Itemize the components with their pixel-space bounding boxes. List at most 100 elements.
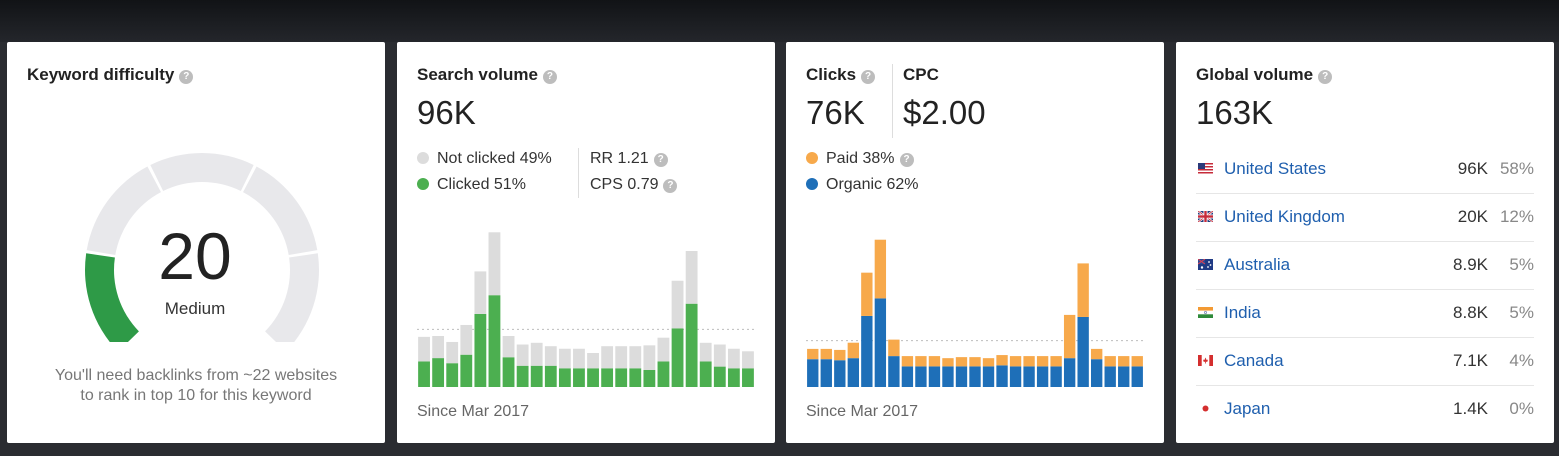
bar-not-clicked[interactable] bbox=[629, 346, 642, 369]
help-icon[interactable]: ? bbox=[899, 153, 914, 167]
bar-clicked[interactable] bbox=[587, 368, 599, 387]
bar-paid[interactable] bbox=[901, 356, 914, 367]
bar-organic[interactable] bbox=[847, 358, 859, 387]
bar-organic[interactable] bbox=[807, 359, 819, 387]
bar-not-clicked[interactable] bbox=[488, 232, 501, 296]
bar-organic[interactable] bbox=[874, 298, 887, 387]
bar-organic[interactable] bbox=[1104, 366, 1116, 387]
bar-organic[interactable] bbox=[955, 366, 968, 387]
bar-paid[interactable] bbox=[982, 358, 995, 367]
country-row[interactable]: Japan 1.4K 0% bbox=[1196, 386, 1534, 434]
bar-clicked[interactable] bbox=[558, 368, 571, 387]
bar-paid[interactable] bbox=[928, 356, 941, 367]
bar-organic[interactable] bbox=[942, 366, 954, 387]
bar-paid[interactable] bbox=[1036, 356, 1049, 367]
bar-paid[interactable] bbox=[915, 356, 927, 367]
bar-organic[interactable] bbox=[928, 366, 941, 387]
bar-not-clicked[interactable] bbox=[699, 342, 712, 362]
help-icon[interactable]: ? bbox=[542, 70, 557, 84]
country-name[interactable]: Japan bbox=[1224, 399, 1271, 418]
country-row[interactable]: United Kingdom 20K 12% bbox=[1196, 194, 1534, 242]
bar-paid[interactable] bbox=[834, 349, 846, 361]
bar-organic[interactable] bbox=[1118, 366, 1130, 387]
bar-paid[interactable] bbox=[955, 357, 968, 367]
bar-not-clicked[interactable] bbox=[474, 271, 487, 314]
bar-paid[interactable] bbox=[847, 342, 859, 359]
bar-organic[interactable] bbox=[901, 366, 914, 387]
bar-organic[interactable] bbox=[834, 360, 846, 387]
bar-clicked[interactable] bbox=[418, 361, 430, 388]
bar-paid[interactable] bbox=[1050, 356, 1062, 367]
bar-clicked[interactable] bbox=[727, 368, 740, 387]
bar-organic[interactable] bbox=[915, 366, 927, 387]
bar-clicked[interactable] bbox=[488, 295, 501, 387]
bar-clicked[interactable] bbox=[432, 358, 445, 387]
bar-paid[interactable] bbox=[820, 348, 832, 360]
bar-paid[interactable] bbox=[1091, 348, 1103, 360]
country-name[interactable]: India bbox=[1224, 303, 1261, 322]
bar-not-clicked[interactable] bbox=[516, 344, 529, 366]
bar-clicked[interactable] bbox=[671, 328, 684, 387]
bar-not-clicked[interactable] bbox=[446, 341, 459, 364]
bar-paid[interactable] bbox=[1009, 356, 1022, 367]
bar-not-clicked[interactable] bbox=[657, 337, 670, 362]
help-icon[interactable]: ? bbox=[663, 179, 678, 193]
bar-organic[interactable] bbox=[996, 365, 1008, 387]
bar-paid[interactable] bbox=[861, 272, 873, 316]
country-row[interactable]: Canada 7.1K 4% bbox=[1196, 338, 1534, 386]
bar-organic[interactable] bbox=[982, 366, 995, 387]
bar-paid[interactable] bbox=[807, 348, 819, 360]
bar-clicked[interactable] bbox=[446, 363, 459, 387]
bar-paid[interactable] bbox=[1104, 356, 1116, 367]
bar-organic[interactable] bbox=[888, 356, 900, 387]
bar-organic[interactable] bbox=[1036, 366, 1049, 387]
bar-paid[interactable] bbox=[888, 339, 900, 357]
bar-not-clicked[interactable] bbox=[460, 324, 473, 355]
bar-not-clicked[interactable] bbox=[432, 336, 445, 359]
country-row[interactable]: Australia 8.9K 5% bbox=[1196, 242, 1534, 290]
bar-paid[interactable] bbox=[874, 239, 887, 299]
bar-not-clicked[interactable] bbox=[587, 353, 599, 369]
bar-not-clicked[interactable] bbox=[615, 346, 628, 369]
bar-clicked[interactable] bbox=[502, 357, 515, 387]
bar-organic[interactable] bbox=[1131, 366, 1143, 387]
bar-not-clicked[interactable] bbox=[671, 280, 684, 329]
bar-clicked[interactable] bbox=[685, 303, 698, 387]
bar-organic[interactable] bbox=[1091, 359, 1103, 387]
bar-clicked[interactable] bbox=[601, 368, 614, 387]
bar-not-clicked[interactable] bbox=[530, 342, 543, 366]
country-row[interactable]: India 8.8K 5% bbox=[1196, 290, 1534, 338]
bar-clicked[interactable] bbox=[615, 368, 628, 387]
bar-clicked[interactable] bbox=[530, 365, 543, 387]
country-row[interactable]: United States 96K 58% bbox=[1196, 146, 1534, 194]
country-name[interactable]: United States bbox=[1224, 159, 1327, 178]
country-name[interactable]: United Kingdom bbox=[1224, 207, 1345, 226]
bar-clicked[interactable] bbox=[629, 368, 642, 387]
bar-organic[interactable] bbox=[1063, 358, 1076, 387]
bar-organic[interactable] bbox=[1009, 366, 1022, 387]
bar-organic[interactable] bbox=[820, 359, 832, 387]
bar-not-clicked[interactable] bbox=[742, 351, 754, 369]
bar-not-clicked[interactable] bbox=[573, 348, 585, 369]
bar-clicked[interactable] bbox=[699, 361, 712, 388]
bar-not-clicked[interactable] bbox=[502, 336, 515, 358]
bar-paid[interactable] bbox=[1023, 356, 1035, 367]
bar-paid[interactable] bbox=[942, 358, 954, 367]
bar-paid[interactable] bbox=[1077, 263, 1089, 317]
bar-clicked[interactable] bbox=[460, 354, 473, 387]
bar-paid[interactable] bbox=[969, 357, 981, 367]
bar-paid[interactable] bbox=[1063, 314, 1076, 359]
bar-organic[interactable] bbox=[861, 315, 873, 387]
country-name[interactable]: Canada bbox=[1224, 351, 1284, 370]
bar-not-clicked[interactable] bbox=[601, 346, 614, 369]
bar-not-clicked[interactable] bbox=[418, 336, 430, 362]
bar-clicked[interactable] bbox=[474, 313, 487, 387]
bar-not-clicked[interactable] bbox=[544, 346, 557, 366]
bar-clicked[interactable] bbox=[713, 366, 726, 387]
help-icon[interactable]: ? bbox=[861, 70, 876, 84]
help-icon[interactable]: ? bbox=[653, 153, 668, 167]
bar-clicked[interactable] bbox=[544, 365, 557, 387]
bar-clicked[interactable] bbox=[643, 370, 656, 387]
bar-not-clicked[interactable] bbox=[685, 251, 698, 304]
bar-organic[interactable] bbox=[1050, 366, 1062, 387]
